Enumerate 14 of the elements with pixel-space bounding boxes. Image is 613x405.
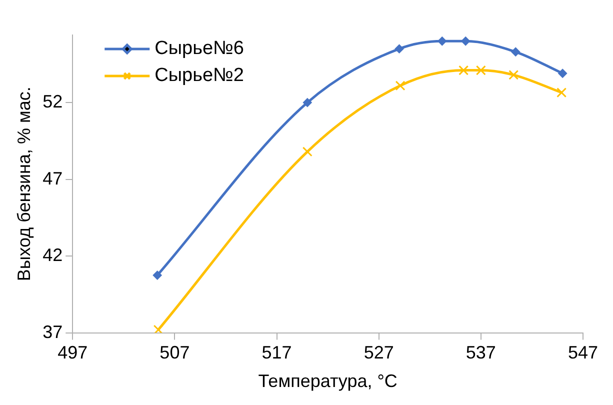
x-tick-label: 537 — [466, 342, 496, 363]
legend-label: Сырье№6 — [154, 38, 244, 60]
x-tick-label: 507 — [160, 342, 190, 363]
x-tick-label: 527 — [364, 342, 394, 363]
legend-label: Сырье№2 — [154, 65, 244, 86]
x-tick-label: 547 — [568, 342, 598, 363]
x-axis-title: Температура, °C — [258, 371, 398, 392]
x-tick-label: 517 — [262, 342, 292, 363]
x-tick-label: 497 — [58, 342, 88, 363]
y-axis-title: Выход бензина, % мас. — [14, 86, 34, 282]
y-tick-label: 37 — [42, 322, 63, 342]
y-tick-label: 47 — [42, 168, 63, 188]
y-tick-label: 52 — [42, 92, 63, 112]
y-tick-label: 42 — [42, 245, 63, 266]
